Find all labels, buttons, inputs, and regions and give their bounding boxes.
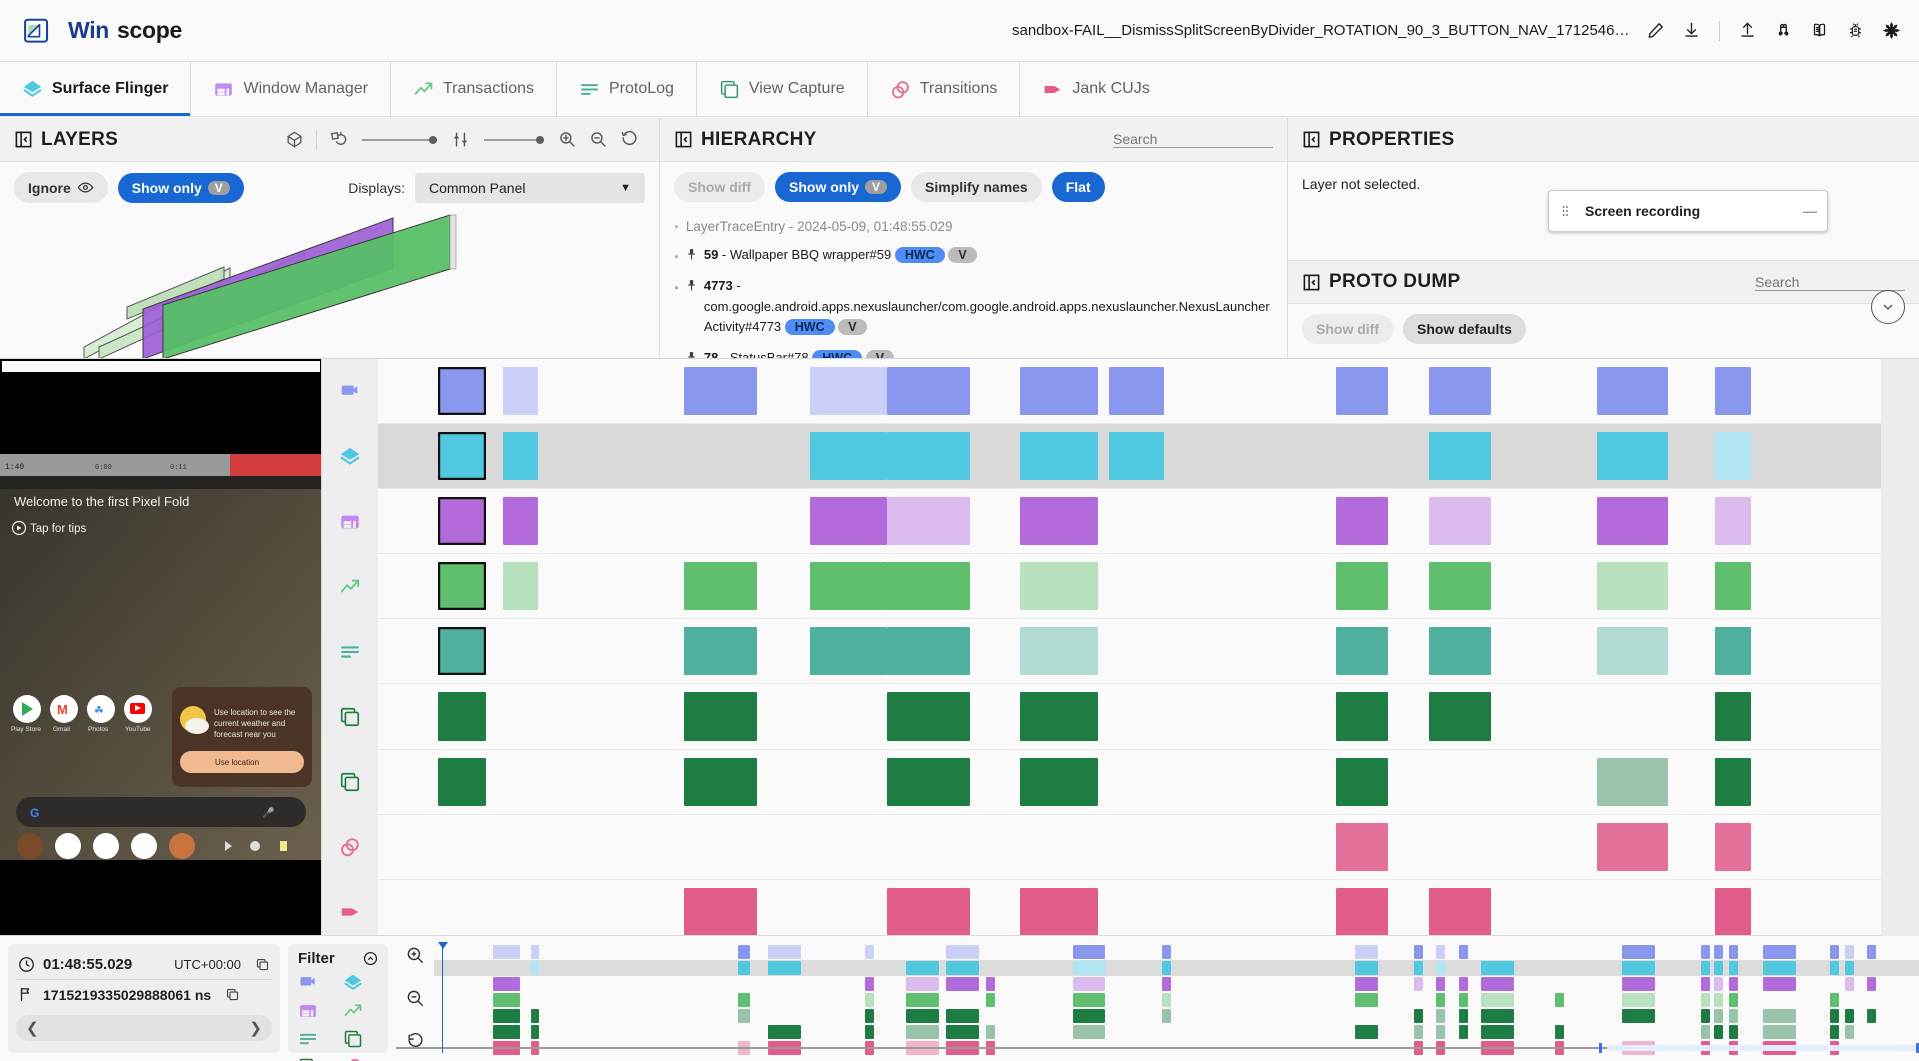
svg-text:Welcome to the first Pixel Fol: Welcome to the first Pixel Fold bbox=[14, 494, 189, 509]
svg-text:YouTube: YouTube bbox=[125, 726, 151, 733]
svg-text:1:40: 1:40 bbox=[5, 463, 24, 472]
svg-text:Tap for tips: Tap for tips bbox=[30, 523, 86, 535]
svg-text:Gmail: Gmail bbox=[53, 726, 71, 733]
svg-text:Use location to see the: Use location to see the bbox=[214, 708, 296, 717]
svg-text:forecast near you: forecast near you bbox=[214, 730, 276, 739]
svg-text:Use location: Use location bbox=[215, 758, 259, 767]
svg-text:M: M bbox=[57, 702, 68, 717]
svg-text:🎤: 🎤 bbox=[262, 806, 275, 819]
svg-text:0:11: 0:11 bbox=[170, 464, 187, 472]
svg-text:☘: ☘ bbox=[94, 705, 104, 717]
svg-text:Photos: Photos bbox=[88, 726, 109, 733]
svg-text:current weather and: current weather and bbox=[214, 719, 285, 728]
svg-text:G: G bbox=[30, 806, 39, 820]
svg-text:0:00: 0:00 bbox=[95, 464, 112, 472]
svg-text:Play Store: Play Store bbox=[11, 726, 41, 733]
